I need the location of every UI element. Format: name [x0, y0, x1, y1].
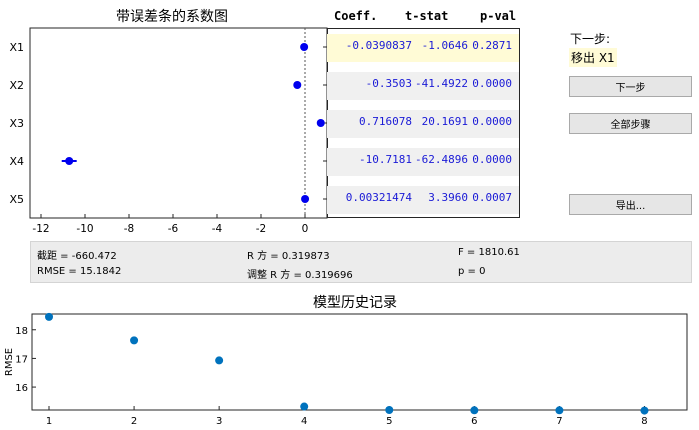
history-xtick-label: 2 [131, 416, 137, 427]
all-steps-button[interactable]: 全部步骤 [569, 113, 692, 134]
intercept-text: 截距 = -660.472 [37, 251, 117, 262]
stats-cell-pval: 0.0000 [472, 115, 512, 128]
history-ytick-label: 16 [15, 383, 28, 394]
history-point-2[interactable] [130, 336, 139, 345]
history-xtick-label: 4 [301, 416, 307, 427]
stats-cell-tstat: 20.1691 [421, 115, 468, 128]
stats-row[interactable] [327, 72, 519, 100]
history-ylabel: RMSE [4, 348, 15, 376]
stats-cell-tstat: -1.0646 [421, 39, 468, 52]
coef-point-x1[interactable] [300, 43, 309, 51]
history-point-6[interactable] [470, 406, 479, 415]
history-ytick-label: 18 [15, 326, 28, 337]
stats-row[interactable] [327, 186, 519, 214]
coef-xtick-label: 0 [302, 223, 309, 235]
stats-cell-pval: 0.0000 [472, 153, 512, 166]
header-pval: p-val [480, 9, 517, 23]
coef-row-label-x2: X2 [9, 79, 24, 92]
adj-rsquared-text: 调整 R 方 = 0.319696 [247, 270, 353, 281]
coef-xtick-label: -12 [32, 223, 49, 235]
coef-point-x4[interactable] [65, 157, 74, 165]
history-point-8[interactable] [640, 406, 649, 415]
history-ytick-label: 17 [15, 354, 28, 365]
stats-cell-pval: 0.2871 [472, 39, 512, 52]
f-stat-text: F = 1810.61 [458, 247, 520, 258]
history-point-5[interactable] [385, 406, 394, 414]
coef-xtick-label: -2 [256, 223, 266, 235]
stats-cell-tstat: -41.4922 [415, 77, 468, 90]
coef-xtick-label: -6 [168, 223, 179, 235]
coef-row-label-x5: X5 [9, 193, 24, 206]
stats-cell-coeff: 0.716078 [359, 115, 412, 128]
header-coeff: Coeff. [334, 9, 378, 23]
next-step-button[interactable]: 下一步 [569, 76, 692, 97]
header-tstat: t-stat [405, 9, 449, 23]
stats-cell-coeff: 0.00321474 [345, 191, 412, 204]
coef-row-label-x4: X4 [9, 155, 24, 168]
history-xtick-label: 8 [641, 416, 647, 427]
history-point-1[interactable] [45, 312, 54, 321]
coef-xtick-label: -10 [76, 223, 93, 235]
coef-point-x3[interactable] [316, 119, 325, 127]
history-point-4[interactable] [300, 402, 309, 411]
export-button[interactable]: 导出... [569, 194, 692, 215]
history-xtick-label: 3 [216, 416, 222, 427]
stats-cell-tstat: 3.3960 [428, 191, 468, 204]
stats-row[interactable] [327, 34, 519, 62]
next-step-label: 下一步: [570, 32, 611, 46]
stats-cell-coeff: -10.7181 [359, 153, 412, 166]
next-step-action: 移出 X1 [569, 48, 617, 67]
model-summary-panel: 截距 = -660.472 R 方 = 0.319873 F = 1810.61… [30, 241, 692, 283]
stats-cell-pval: 0.0007 [472, 191, 512, 204]
stats-cell-coeff: -0.3503 [365, 77, 412, 90]
rsquared-text: R 方 = 0.319873 [247, 251, 330, 262]
coef-row-label-x1: X1 [9, 41, 24, 54]
p-value-text: p = 0 [458, 266, 486, 277]
history-point-3[interactable] [215, 356, 224, 365]
coef-xtick-label: -8 [124, 223, 134, 235]
coef-row-label-x3: X3 [9, 117, 24, 130]
history-xtick-label: 1 [46, 416, 52, 427]
stats-row[interactable] [327, 148, 519, 176]
stats-row[interactable] [327, 110, 519, 138]
stats-cell-pval: 0.0000 [472, 77, 512, 90]
history-xtick-label: 6 [471, 416, 477, 427]
coef-point-x2[interactable] [293, 81, 302, 89]
history-chart-title: 模型历史记录 [313, 295, 397, 311]
history-point-7[interactable] [555, 406, 564, 415]
history-chart-axes [31, 313, 688, 411]
coef-plot-title: 带误差条的系数图 [116, 9, 228, 25]
stats-cell-coeff: -0.0390837 [345, 39, 412, 52]
rmse-text: RMSE = 15.1842 [37, 266, 122, 277]
history-xtick-label: 5 [386, 416, 392, 427]
history-xtick-label: 7 [556, 416, 562, 427]
coef-xtick-label: -4 [212, 223, 223, 235]
coef-point-x5[interactable] [301, 195, 310, 203]
stats-cell-tstat: -62.4896 [415, 153, 468, 166]
